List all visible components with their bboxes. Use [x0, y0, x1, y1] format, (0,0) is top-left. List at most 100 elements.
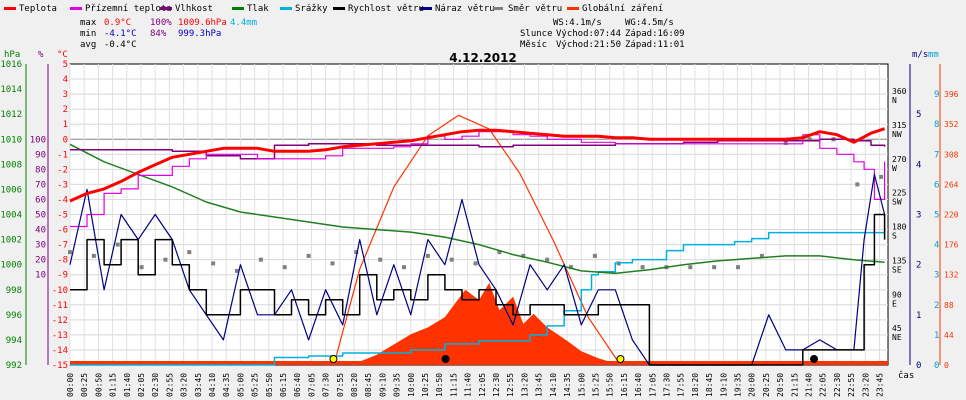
legend-label: Srážky: [295, 4, 328, 14]
wind-direction-point: [497, 250, 502, 255]
x-tick-label: 05:25: [251, 373, 260, 397]
pressure-tick: 1000: [0, 261, 22, 271]
humidity-tick: 80: [35, 165, 46, 175]
x-tick-label: 18:45: [705, 373, 714, 397]
x-tick-label: 12:05: [478, 373, 487, 397]
sunrise-marker: [329, 355, 338, 363]
wind-direction-point: [378, 257, 383, 262]
x-tick-label: 05:00: [236, 373, 245, 397]
radiation-tick: 308: [944, 150, 959, 159]
x-tick-label: 23:45: [875, 373, 884, 397]
radiation-tick: 220: [944, 211, 959, 220]
x-tick-label: 07:30: [322, 373, 331, 397]
precipitation-tick: 6: [934, 180, 939, 190]
direction-tick: 270: [892, 155, 907, 164]
axis-units: hPa % °C m/s mm čas: [4, 50, 939, 381]
x-tick-label: 01:40: [123, 373, 132, 397]
wind-speed-tick: 0: [916, 361, 921, 371]
wind-direction-point: [115, 242, 120, 247]
x-tick-label: 23:20: [861, 373, 870, 397]
x-tick-label: 19:35: [733, 373, 742, 397]
stats-block: max 0.9°C 100% 1009.6hPa 4.4mm min -4.1°…: [80, 18, 685, 50]
precipitation-tick: 2: [934, 301, 939, 311]
moon-label: Měsíc: [520, 40, 547, 50]
wind-direction-point: [473, 261, 478, 266]
humidity-tick: 90: [35, 150, 46, 160]
wind-direction-point: [163, 257, 168, 262]
axes: 00:00 00:25 00:50 01:15 01:40 02:05 02:30 02:55…: [0, 60, 958, 397]
temperature-tick: -11: [52, 301, 68, 311]
series-pressure: [69, 143, 885, 275]
temperature-tick: -6: [57, 226, 68, 236]
x-tick-label: 02:30: [151, 373, 160, 397]
humidity-tick: 50: [35, 211, 46, 221]
x-tick-label: 10:50: [435, 373, 444, 397]
stat-avg-temp: -0.4°C: [104, 40, 137, 50]
series-wind-gust: [69, 173, 886, 366]
series-solar-radiation: [70, 282, 888, 365]
pressure-tick: 992: [6, 361, 22, 371]
x-tick-label: 09:35: [393, 373, 402, 397]
sun-label: Slunce: [520, 29, 553, 39]
stat-max-press: 1009.6hPa: [178, 18, 227, 28]
x-tick-label: 21:40: [804, 373, 813, 397]
wind-direction-point: [425, 253, 430, 258]
temperature-tick: -15: [52, 361, 68, 371]
x-tick-label: 20:25: [762, 373, 771, 397]
wind-direction-point: [879, 174, 884, 179]
x-tick-label: 20:50: [776, 373, 785, 397]
precipitation-tick: 9: [934, 90, 939, 100]
wind-direction-point: [855, 182, 860, 187]
radiation-tick: 264: [944, 180, 959, 189]
precipitation-tick: 1: [934, 331, 939, 341]
direction-tick-name: SW: [892, 198, 902, 207]
x-tick-label: 18:20: [691, 373, 700, 397]
x-tick-label: 11:15: [449, 373, 458, 397]
moon-rise: Východ:21:50: [556, 40, 621, 50]
x-tick-label: 22:05: [819, 373, 828, 397]
x-tick-label: 06:15: [279, 373, 288, 397]
series-theoretical-radiation: [333, 114, 621, 366]
direction-tick-name: SE: [892, 265, 902, 274]
x-tick-label: 01:15: [109, 373, 118, 397]
wind-speed-tick: 4: [916, 160, 921, 170]
x-tick-label: 22:55: [847, 373, 856, 397]
precipitation-tick: 5: [934, 211, 939, 221]
pressure-tick: 994: [6, 336, 22, 346]
x-tick-label: 13:45: [535, 373, 544, 397]
series-wind-speed: [70, 213, 886, 366]
direction-tick: 225: [892, 189, 907, 198]
temperature-tick: 4: [63, 75, 68, 85]
radiation-tick: 396: [944, 90, 959, 99]
x-tick-label: 03:20: [180, 373, 189, 397]
x-tick-label: 02:55: [165, 373, 174, 397]
wind-direction-point: [449, 257, 454, 262]
pressure-tick: 1004: [0, 211, 22, 221]
legend: Teplota Přízemní teplota Vlhkost Tlak Srážky…: [4, 4, 663, 14]
x-tick-label: 22:30: [833, 373, 842, 397]
precipitation-tick: 4: [934, 241, 939, 251]
wind-direction-point: [306, 253, 311, 258]
humidity-tick: 40: [35, 226, 46, 236]
x-tick-label: 11:40: [464, 373, 473, 397]
temperature-tick: -13: [52, 331, 68, 341]
x-tick-label: 09:10: [378, 373, 387, 397]
pressure-tick: 1014: [0, 85, 22, 95]
direction-tick-name: S: [892, 232, 897, 241]
wind-direction-point: [402, 265, 407, 270]
direction-tick-name: W: [892, 164, 897, 173]
temperature-tick: -5: [57, 211, 68, 221]
x-tick-label: 13:20: [520, 373, 529, 397]
legend-label: Rychlost větru: [348, 4, 424, 14]
wind-direction-point: [783, 141, 788, 146]
x-tick-label: 05:50: [265, 373, 274, 397]
x-tick-label: 16:15: [620, 373, 629, 397]
direction-tick-name: NE: [892, 333, 902, 342]
temperature-tick: -10: [52, 286, 68, 296]
temperature-tick: -1: [57, 150, 68, 160]
x-tick-label: 08:20: [350, 373, 359, 397]
x-tick-label: 04:35: [222, 373, 231, 397]
stat-avg-label: avg: [80, 40, 96, 50]
